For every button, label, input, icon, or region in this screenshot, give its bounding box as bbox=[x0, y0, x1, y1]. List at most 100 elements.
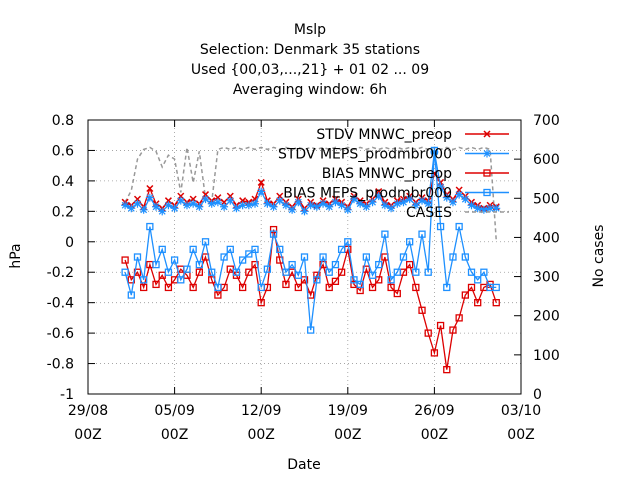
data-point bbox=[232, 268, 241, 276]
y2-tick-label: 0 bbox=[533, 387, 542, 403]
x-tick-label-date: 03/10 bbox=[501, 403, 541, 419]
data-point bbox=[257, 299, 265, 307]
data-point bbox=[127, 204, 136, 213]
data-point bbox=[486, 204, 495, 213]
data-point bbox=[337, 268, 346, 276]
data-point bbox=[455, 222, 463, 231]
data-point bbox=[201, 195, 210, 204]
data-point bbox=[146, 184, 154, 193]
data-point bbox=[473, 204, 482, 213]
series-stdv-meps-prodmbr000 bbox=[121, 147, 501, 216]
data-point bbox=[393, 268, 401, 276]
x-tick-label-date: 05/09 bbox=[154, 403, 194, 419]
data-point bbox=[455, 190, 464, 199]
data-point bbox=[455, 314, 463, 322]
data-point bbox=[356, 280, 364, 289]
data-point bbox=[201, 238, 210, 246]
data-point bbox=[387, 276, 395, 284]
x-tick-label-date: 26/09 bbox=[414, 403, 454, 419]
data-point bbox=[121, 201, 130, 210]
y-tick-label: -0.6 bbox=[47, 326, 74, 342]
data-point bbox=[257, 178, 265, 186]
data-point bbox=[368, 283, 377, 292]
data-point bbox=[300, 276, 309, 284]
data-point bbox=[288, 260, 296, 269]
legend-marker bbox=[483, 188, 491, 197]
data-point bbox=[306, 201, 315, 210]
x-tick-label-hour: 00Z bbox=[334, 427, 361, 443]
data-point bbox=[220, 202, 229, 211]
data-point bbox=[238, 201, 247, 210]
data-point bbox=[418, 306, 426, 314]
data-point bbox=[461, 253, 469, 261]
data-point bbox=[146, 222, 154, 231]
data-point bbox=[325, 202, 334, 211]
data-point bbox=[251, 199, 260, 208]
data-point bbox=[226, 245, 234, 254]
data-point bbox=[245, 250, 253, 258]
data-point bbox=[189, 245, 197, 254]
series-line bbox=[124, 229, 497, 370]
data-point bbox=[387, 204, 396, 213]
data-point bbox=[207, 199, 216, 208]
data-point bbox=[244, 201, 253, 210]
data-point bbox=[442, 193, 451, 202]
data-point bbox=[182, 201, 191, 210]
y2-tick-label: 500 bbox=[533, 191, 560, 207]
y-tick-label: 0.4 bbox=[52, 174, 74, 190]
data-point bbox=[380, 201, 389, 210]
data-point bbox=[411, 201, 420, 210]
data-point bbox=[294, 271, 302, 279]
x-axis-label: Date bbox=[287, 457, 320, 473]
data-point bbox=[145, 193, 154, 202]
data-point bbox=[350, 276, 358, 284]
series-layer bbox=[121, 146, 501, 374]
data-point bbox=[269, 202, 278, 211]
data-point bbox=[368, 198, 377, 207]
data-point bbox=[189, 283, 197, 292]
data-point bbox=[436, 321, 445, 330]
data-point bbox=[313, 276, 321, 284]
data-point bbox=[300, 207, 309, 216]
data-point bbox=[170, 204, 179, 213]
y-axis-label: hPa bbox=[8, 243, 24, 268]
data-point bbox=[269, 230, 278, 238]
data-point bbox=[140, 283, 148, 292]
chart-title: Mslp Selection: Denmark 35 stations Used… bbox=[191, 22, 429, 98]
data-point bbox=[158, 245, 166, 254]
data-point bbox=[430, 146, 439, 155]
data-point bbox=[307, 326, 315, 334]
legend-entry: BIAS MNWC_preop bbox=[322, 166, 509, 182]
legend-entry: BIAS MEPS_prodmbr000 bbox=[283, 186, 509, 202]
data-point bbox=[164, 268, 173, 276]
legend-entry: STDV MNWC_preop bbox=[316, 127, 509, 143]
data-point bbox=[418, 196, 427, 205]
legend-entry: STDV MEPS_prodmbr000 bbox=[278, 147, 509, 163]
data-point bbox=[282, 268, 290, 276]
data-point bbox=[121, 256, 129, 264]
data-point bbox=[492, 283, 500, 292]
data-point bbox=[387, 283, 395, 292]
data-point bbox=[214, 291, 222, 299]
data-point bbox=[133, 199, 142, 208]
y-tick-label: 0 bbox=[65, 235, 74, 251]
y-tick-label: -0.2 bbox=[47, 265, 74, 281]
y-tick-label: 0.2 bbox=[52, 204, 74, 220]
data-point bbox=[412, 283, 420, 292]
data-point bbox=[121, 268, 129, 276]
data-point bbox=[349, 195, 358, 204]
data-point bbox=[449, 253, 457, 261]
data-point bbox=[195, 202, 204, 211]
data-point bbox=[467, 201, 476, 210]
plot-frame bbox=[87, 119, 522, 395]
data-point bbox=[325, 268, 333, 276]
data-point bbox=[152, 260, 160, 269]
data-point bbox=[436, 222, 445, 231]
data-point bbox=[245, 268, 253, 276]
data-point bbox=[461, 195, 470, 204]
legend-marker bbox=[483, 169, 491, 177]
data-point bbox=[152, 280, 160, 289]
y2-tick-label: 600 bbox=[533, 152, 560, 168]
series-bias-meps-prodmbr000 bbox=[121, 146, 500, 334]
data-point bbox=[220, 253, 228, 261]
